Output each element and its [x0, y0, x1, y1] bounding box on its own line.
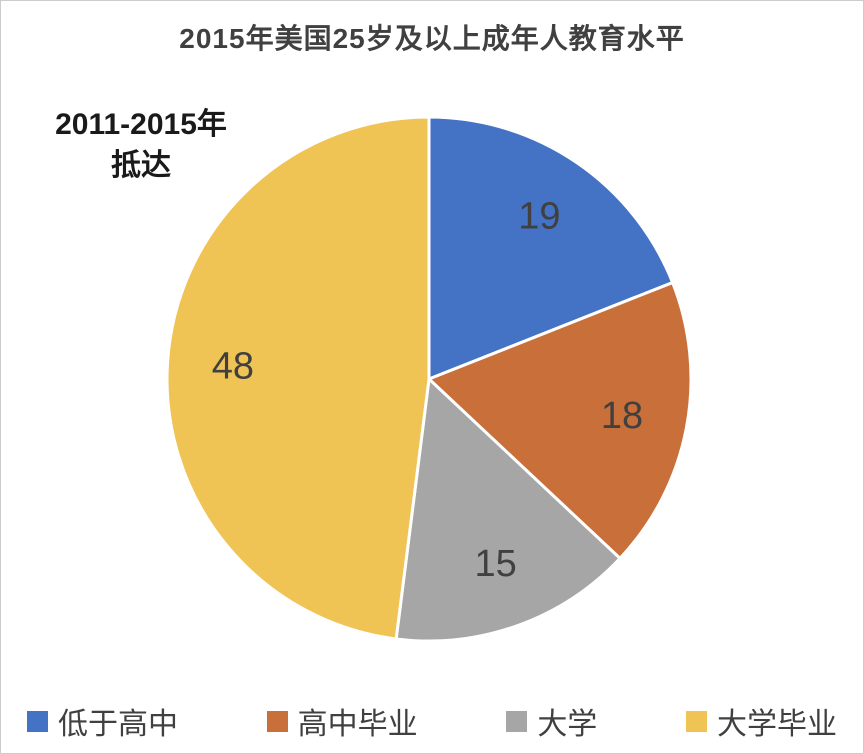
pie-chart: 19 18 15 48 [165, 115, 693, 643]
annotation-line2: 抵达 [111, 148, 171, 182]
legend-swatch-icon [685, 710, 707, 732]
chart-title: 2015年美国25岁及以上成年人教育水平 [179, 23, 685, 54]
legend-label: 大学毕业 [716, 708, 837, 741]
legend-item-college: 大学 [506, 699, 597, 743]
legend-swatch-icon [506, 710, 528, 732]
arrivals-annotation: 2011-2015年 抵达 [31, 105, 251, 186]
annotation-line1: 2011-2015年 [55, 108, 227, 141]
legend-swatch-icon [27, 710, 48, 732]
legend-item-college-graduate: 大学毕业 [685, 699, 837, 743]
slice-value-label-0: 19 [518, 196, 560, 238]
chart-legend: 低于高中 高中毕业 大学 大学毕业 [1, 699, 863, 743]
slice-value-label-1: 18 [601, 395, 643, 437]
pie-slice-0 [427, 115, 675, 381]
legend-item-high-school-graduate: 高中毕业 [266, 699, 418, 743]
pie-slice-1 [427, 281, 693, 560]
legend-swatch-icon [266, 710, 288, 732]
pie-slice-2 [394, 377, 622, 643]
legend-label: 高中毕业 [297, 708, 418, 741]
legend-item-less-than-high-school: 低于高中 [27, 699, 178, 743]
legend-label: 低于高中 [58, 708, 178, 741]
pie-slice-3 [165, 115, 431, 641]
legend-label: 大学 [537, 708, 598, 741]
slice-value-label-3: 48 [212, 346, 254, 388]
slice-value-label-2: 15 [474, 543, 516, 585]
